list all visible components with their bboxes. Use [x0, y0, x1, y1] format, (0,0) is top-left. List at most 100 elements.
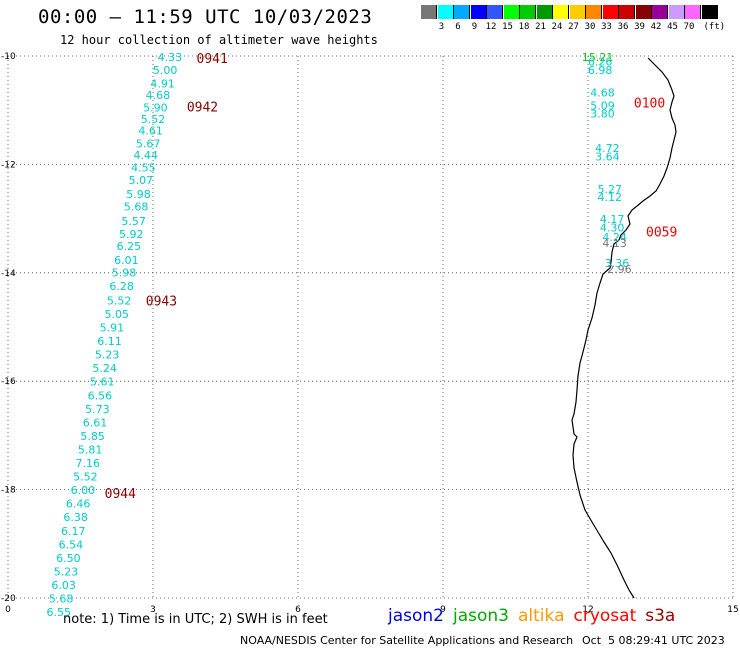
map-subtitle: 12 hour collection of altimeter wave hei…	[60, 33, 378, 47]
pass-time-label: 0942	[187, 100, 218, 115]
legend-swatch	[454, 5, 470, 19]
swh-value: 6.25	[117, 240, 142, 253]
swh-value: 7.16	[76, 457, 101, 470]
y-tick-label: -18	[1, 486, 16, 496]
satellite-list: jason2 jason3 altika cryosat s3a	[388, 606, 684, 626]
pass-time-label: 0944	[105, 487, 136, 502]
satellite-jason3: jason3	[453, 606, 509, 626]
legend-swatch	[520, 5, 536, 19]
swh-value: 6.56	[88, 389, 113, 402]
swh-value: 6.26	[588, 55, 613, 68]
satellite-jason2: jason2	[388, 606, 444, 626]
swh-value: 6.17	[61, 525, 86, 538]
satellite-cryosat: cryosat	[573, 606, 637, 626]
legend-label: 18	[518, 22, 530, 32]
legend-swatch	[421, 5, 437, 19]
swh-value: 6.54	[59, 538, 84, 551]
swh-value: 2.96	[607, 263, 632, 276]
swh-value: 5.68	[49, 593, 74, 606]
satellite-altika: altika	[518, 606, 565, 626]
pass-time-label: 0941	[197, 52, 228, 67]
swh-value: 5.73	[85, 403, 110, 416]
swh-value: 4.30	[600, 221, 625, 234]
swh-value: 5.09	[590, 99, 615, 112]
swh-value: 4.17	[600, 213, 625, 226]
credit-line: NOAA/NESDIS Center for Satellite Applica…	[240, 634, 574, 647]
swh-value: 6.38	[63, 511, 88, 524]
pass-time-label: 0100	[634, 97, 665, 112]
swh-value: 4.33	[158, 51, 183, 64]
legend-label: 24	[551, 22, 563, 32]
swh-value: 5.85	[80, 430, 105, 443]
swh-value: 5.61	[90, 376, 115, 389]
swh-value: 4.24	[602, 231, 627, 244]
legend-label: 42	[650, 22, 662, 32]
y-tick-label: -16	[1, 377, 16, 387]
swh-value: 4.13	[602, 237, 627, 250]
y-tick-label: -20	[1, 594, 16, 604]
swh-value: 4.72	[595, 142, 620, 155]
footer-note: note: 1) Time is in UTC; 2) SWH is in fe…	[63, 612, 328, 627]
swh-value: 5.67	[136, 137, 161, 150]
generated-timestamp: Oct 5 08:29:41 UTC 2023	[582, 634, 725, 647]
swh-value: 15.21	[582, 51, 614, 64]
legend-label: 70	[683, 22, 695, 32]
x-tick-label: 3	[150, 605, 156, 615]
swh-value: 5.52	[107, 294, 132, 307]
legend-label: 3	[438, 22, 445, 32]
legend-label: 21	[535, 22, 546, 32]
swh-value: 4.91	[150, 78, 175, 91]
swh-value: 5.91	[100, 322, 125, 335]
swh-value: 3.80	[590, 107, 615, 120]
legend-label: 45	[667, 22, 678, 32]
legend-swatch	[668, 5, 685, 19]
swh-value: 6.98	[588, 64, 613, 77]
swh-value: 5.23	[95, 349, 120, 362]
swh-value: 5.98	[112, 266, 137, 279]
legend-label: 9	[471, 22, 478, 32]
swh-value: 5.27	[598, 183, 623, 196]
swh-value: 4.68	[590, 86, 615, 99]
x-tick-label: 15	[727, 605, 738, 615]
swh-value: 5.81	[78, 443, 103, 456]
swh-value: 6.03	[51, 579, 76, 592]
legend-swatch	[635, 5, 652, 19]
legend-swatch	[652, 5, 668, 19]
swh-value: 6.50	[56, 552, 81, 565]
legend-swatch	[701, 5, 718, 19]
swh-value: 3.36	[605, 257, 630, 270]
legend-swatch	[487, 5, 503, 19]
pass-time-labels: 0941 0942 0943 0944 0100 0059	[105, 52, 678, 502]
legend-label: 15	[502, 22, 513, 32]
swh-value: 4.55	[131, 162, 156, 175]
swh-value: 5.92	[119, 228, 144, 241]
y-tick-label: -12	[1, 160, 16, 170]
legend-swatch	[437, 5, 454, 19]
legend-unit: (ft)	[703, 22, 726, 32]
swh-value: 5.52	[73, 471, 98, 484]
legend-swatch	[503, 5, 520, 19]
swh-value: 5.07	[129, 174, 154, 187]
legend-swatch	[553, 5, 569, 19]
y-tick-label: -10	[1, 52, 16, 62]
legend-swatch	[536, 5, 553, 19]
swh-value: 6.61	[83, 416, 108, 429]
x-tick-label: 12	[582, 605, 593, 615]
legend-label: 30	[584, 22, 596, 32]
map-grid	[7, 55, 734, 599]
swh-value: 4.12	[598, 191, 623, 204]
swh-value: 5.23	[54, 565, 79, 578]
swh-value: 3.64	[595, 150, 620, 163]
legend-label: 27	[568, 22, 579, 32]
swh-value: 6.46	[66, 498, 91, 511]
x-tick-label: 9	[440, 605, 446, 615]
legend-label: 39	[634, 22, 645, 32]
coastline	[571, 57, 677, 599]
swh-value: 5.90	[143, 101, 168, 114]
swh-value: 5.00	[153, 64, 178, 77]
swh-value: 5.24	[92, 362, 117, 375]
swh-value: 5.57	[121, 215, 146, 228]
swh-value: 6.55	[47, 606, 72, 619]
swh-value: 6.00	[71, 484, 96, 497]
